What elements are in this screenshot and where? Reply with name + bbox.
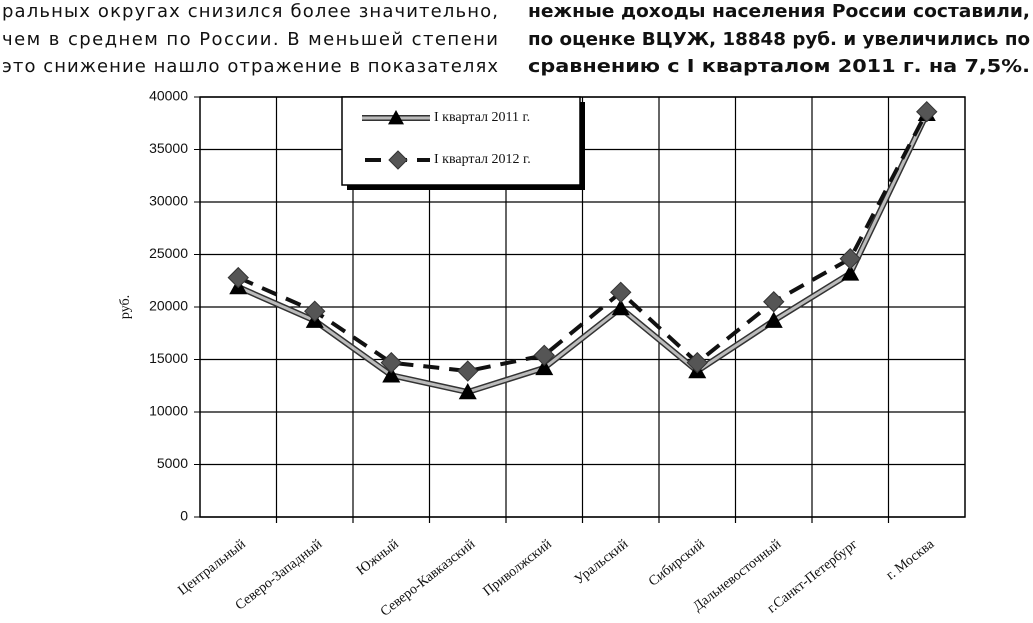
data-point	[533, 344, 555, 367]
legend-marker	[388, 150, 408, 170]
x-tick-label: г. Москва	[884, 536, 938, 583]
y-tick-label: 10000	[149, 403, 188, 419]
data-point	[304, 300, 326, 322]
data-point	[686, 351, 708, 374]
x-tick-label: Центральный	[175, 537, 249, 599]
data-point	[841, 264, 860, 281]
data-point	[916, 100, 938, 123]
body-text-line: ральных округах снизился более значитель…	[2, 1, 498, 22]
data-point	[610, 281, 632, 304]
data-point	[763, 291, 785, 313]
data-point	[382, 366, 401, 383]
y-tick-label: 35000	[149, 140, 188, 156]
data-point	[458, 383, 477, 400]
body-text-line: по оценке ВЦУЖ, 18848 руб. и увеличились…	[528, 29, 1030, 50]
data-point	[764, 311, 783, 328]
body-text-line: это снижение нашло отражение в показател…	[2, 56, 498, 77]
y-tick-label: 25000	[149, 245, 188, 261]
legend-label: I квартал 2011 г.	[434, 110, 530, 125]
data-point	[611, 299, 630, 316]
data-point	[839, 247, 861, 270]
legend-marker	[388, 110, 404, 125]
body-text-line: чем в среднем по России. В меньшей степе…	[2, 29, 498, 50]
data-point	[457, 360, 479, 382]
x-tick-label: Приволжский	[481, 537, 556, 600]
y-tick-label: 20000	[149, 298, 188, 314]
y-axis-label: руб.	[118, 295, 133, 319]
x-tick-label: Уральский	[572, 537, 632, 588]
legend	[341, 96, 581, 186]
data-point	[380, 351, 402, 374]
data-point	[535, 358, 554, 376]
data-point	[227, 266, 249, 289]
y-tick-label: 30000	[149, 193, 188, 209]
body-text-line: сравнению с I кварталом 2011 г. на 7,5%.	[528, 56, 1030, 77]
y-tick-label: 15000	[149, 350, 188, 366]
series-line	[237, 113, 929, 394]
x-tick-label: Южный	[354, 537, 402, 579]
body-text-line: нежные доходы населения России составили…	[528, 1, 1030, 22]
y-tick-label: 40000	[149, 88, 188, 104]
x-tick-label: Сибирский	[646, 537, 708, 590]
y-tick-label: 0	[180, 508, 188, 524]
y-tick-label: 5000	[157, 455, 188, 471]
legend-label: I квартал 2012 г.	[434, 152, 531, 167]
